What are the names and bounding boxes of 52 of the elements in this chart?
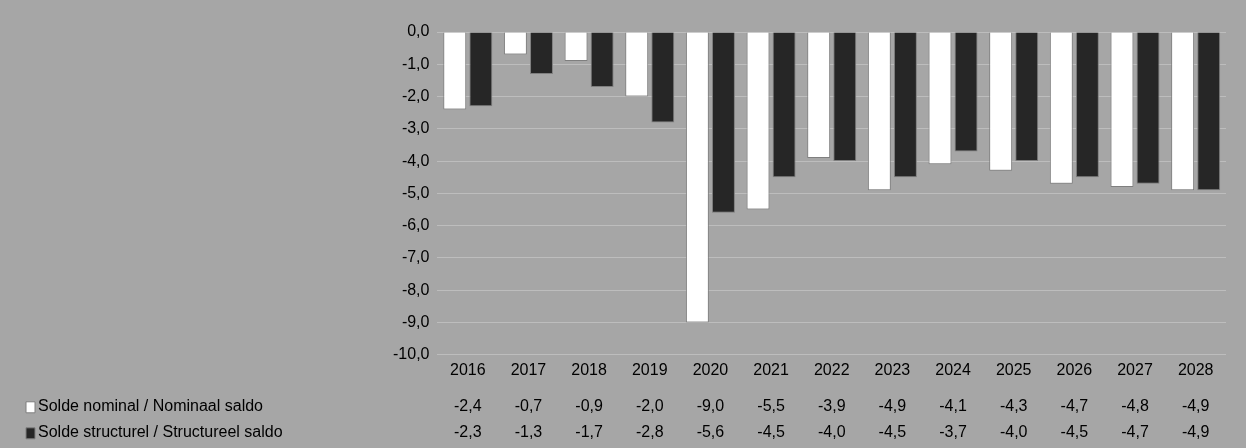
data-label: -2,4 <box>454 397 482 415</box>
data-label: -4,5 <box>757 423 785 441</box>
x-tick-label: 2028 <box>1177 360 1214 378</box>
data-label: -9,0 <box>696 397 725 415</box>
data-label: -2,3 <box>454 423 482 441</box>
x-tick-label: 2020 <box>692 360 729 378</box>
data-label: -3,7 <box>939 423 967 441</box>
x-tick-label: 2024 <box>935 360 971 378</box>
data-label: -5,6 <box>696 423 725 441</box>
x-tick-label: 2017 <box>510 360 547 378</box>
data-label: -5,5 <box>757 397 785 415</box>
data-label: -1,7 <box>575 423 603 441</box>
x-tick-label: 2027 <box>1117 360 1153 378</box>
data-label: -4,3 <box>999 397 1028 415</box>
x-tick-label: 2022 <box>813 360 850 378</box>
data-label: -0,9 <box>575 397 603 415</box>
data-label: -4,7 <box>1121 423 1149 441</box>
y-tick-label: -8,0 <box>401 280 430 298</box>
data-label: -0,7 <box>514 397 543 415</box>
x-tick-label: 2018 <box>571 360 608 378</box>
y-tick-label: 0,0 <box>407 22 430 40</box>
x-tick-label: 2023 <box>874 360 911 378</box>
data-label: -4,9 <box>1181 397 1210 415</box>
x-tick-label: 2021 <box>753 360 789 378</box>
data-label: -4,5 <box>878 423 907 441</box>
x-tick-label: 2025 <box>995 360 1032 378</box>
data-label: -4,9 <box>878 397 907 415</box>
data-label: -4,7 <box>1060 397 1089 415</box>
y-tick-label: -2,0 <box>401 86 430 104</box>
y-tick-label: -4,0 <box>401 151 430 169</box>
y-tick-label: -6,0 <box>401 216 430 234</box>
data-label: -4,5 <box>1060 423 1089 441</box>
y-tick-label: -7,0 <box>401 248 430 266</box>
data-label: -4,0 <box>999 423 1028 441</box>
y-tick-label: -1,0 <box>401 54 430 72</box>
x-tick-label: 2019 <box>631 360 668 378</box>
y-tick-label: -3,0 <box>401 119 430 137</box>
y-tick-label: -5,0 <box>401 183 430 201</box>
x-tick-label: 2016 <box>450 360 486 378</box>
data-label: -4,1 <box>939 397 967 415</box>
data-label: -3,9 <box>817 397 846 415</box>
data-label: -4,8 <box>1121 397 1149 415</box>
data-label: -2,0 <box>635 397 664 415</box>
y-tick-label: -10,0 <box>393 345 430 363</box>
x-tick-label: 2026 <box>1056 360 1093 378</box>
legend-label: Solde nominal / Nominaal saldo <box>38 397 264 415</box>
data-label: -2,8 <box>635 423 664 441</box>
data-label: -4,9 <box>1181 423 1210 441</box>
legend-label: Solde structurel / Structureel saldo <box>38 423 283 441</box>
data-label: -1,3 <box>514 423 543 441</box>
y-tick-label: -9,0 <box>401 312 430 330</box>
data-label: -4,0 <box>817 423 846 441</box>
